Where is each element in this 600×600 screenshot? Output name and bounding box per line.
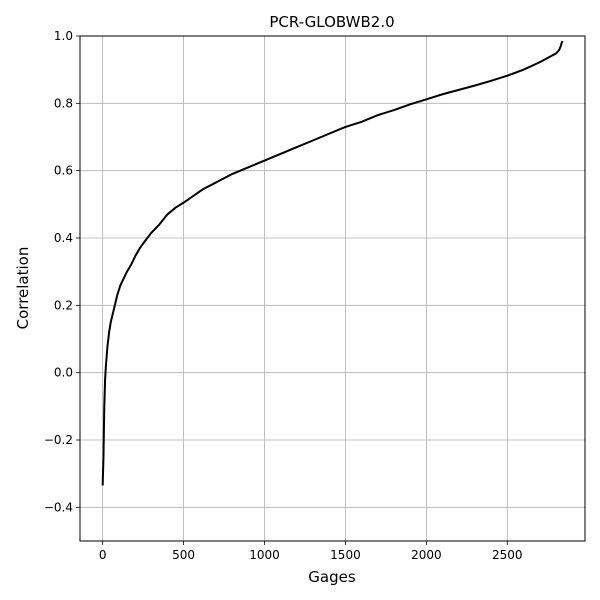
ticks: 0 500 1000 1500 2000 2500 −0.4 −0.2 0.0 0.2 0.4 0.6… (44, 29, 523, 562)
y-tick-label: 0.6 (54, 164, 73, 178)
y-tick-label: 0.0 (54, 366, 73, 380)
chart-title: PCR-GLOBWB2.0 (269, 13, 394, 31)
plot-frame (79, 35, 586, 542)
x-tick-label: 1000 (249, 548, 280, 562)
y-tick-label: 0.8 (54, 96, 73, 110)
y-tick-label: −0.4 (44, 500, 73, 514)
y-axis-label: Correlation (14, 247, 32, 330)
series-layer (101, 40, 564, 486)
y-tick-label: −0.2 (44, 433, 73, 447)
x-tick-label: 2500 (492, 548, 523, 562)
y-tick-label: 0.2 (54, 298, 73, 312)
x-tick-label: 0 (99, 548, 107, 562)
y-tick-label: 1.0 (54, 29, 73, 43)
y-tick-label: 0.4 (54, 231, 73, 245)
series-line (101, 40, 564, 486)
x-tick-label: 1500 (330, 548, 361, 562)
x-axis-label: Gages (308, 568, 356, 586)
x-tick-label: 500 (172, 548, 195, 562)
x-tick-label: 2000 (411, 548, 442, 562)
